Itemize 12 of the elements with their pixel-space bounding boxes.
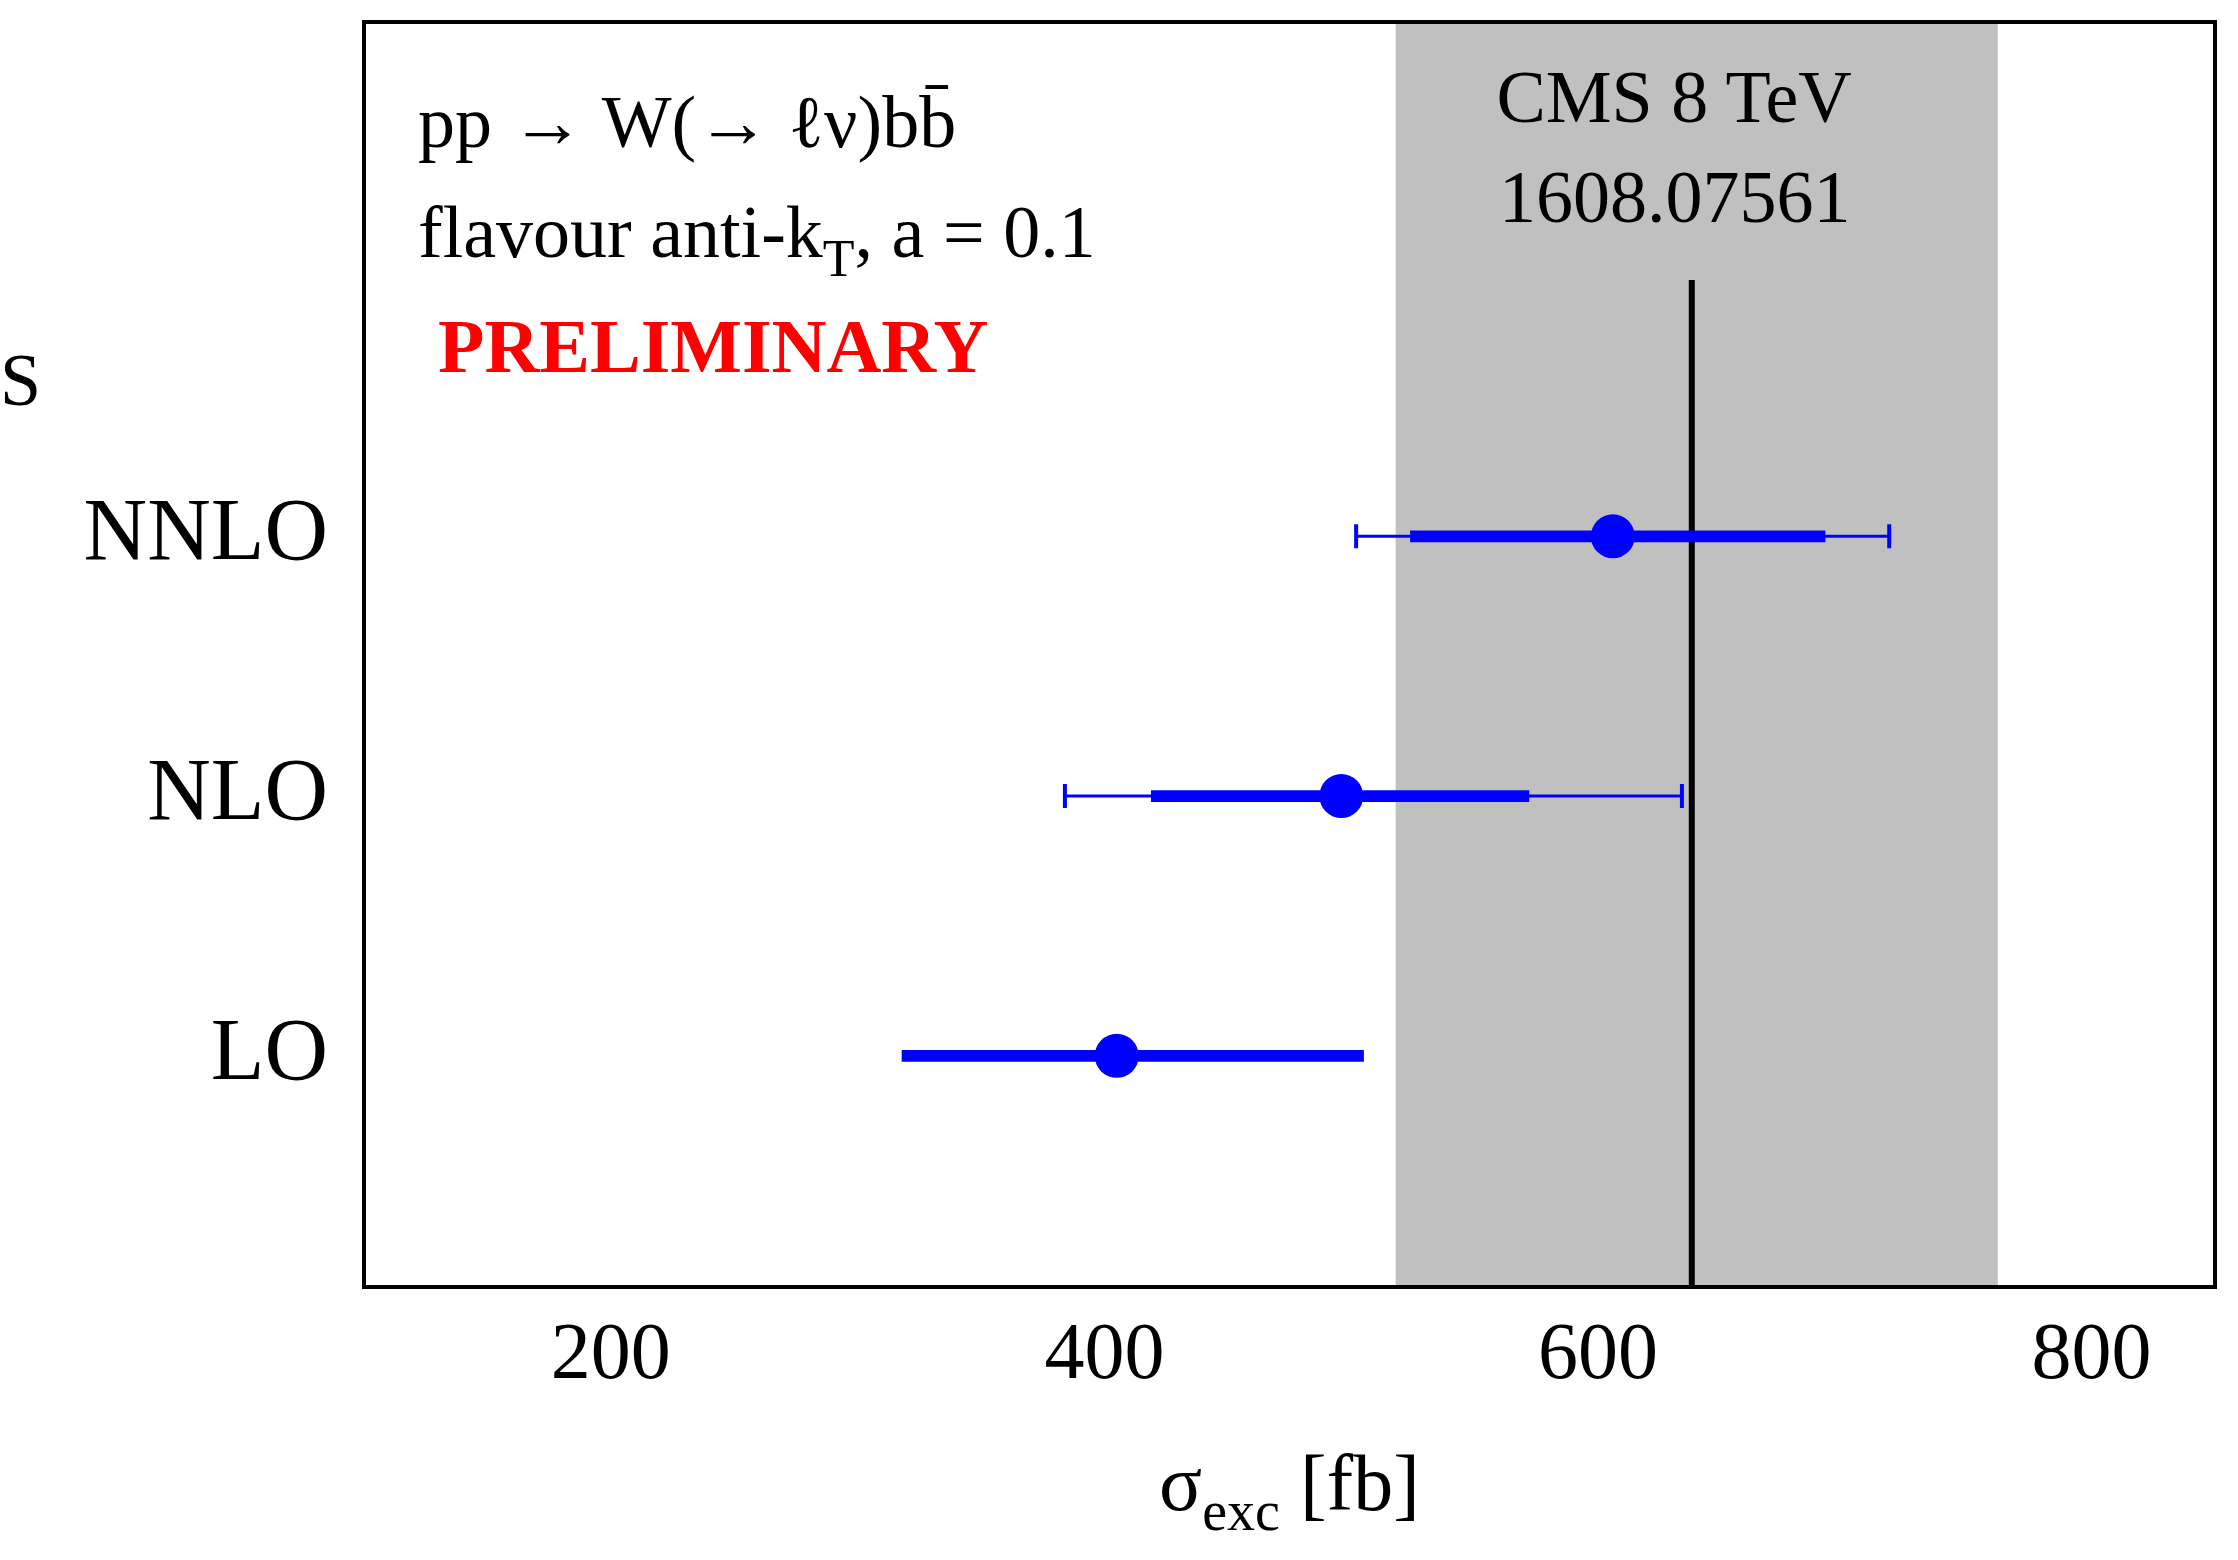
text: S (0, 339, 42, 421)
x-tick-label: 600 (1538, 1307, 1658, 1396)
y-tick-label: LO (210, 1000, 328, 1098)
text: 1608.07561 (1499, 156, 1851, 238)
text: CMS 8 TeV (1496, 56, 1852, 138)
y-tick-label: NNLO (83, 481, 328, 579)
annotation: PRELIMINARY (438, 304, 989, 388)
x-tick-label: 200 (550, 1307, 671, 1396)
x-tick-label: 800 (2031, 1307, 2152, 1396)
y-tick-label: NLO (147, 741, 328, 839)
x-tick-label: 400 (1044, 1307, 1165, 1396)
text: pp → W(→ ℓν)bb̄ (418, 81, 957, 163)
